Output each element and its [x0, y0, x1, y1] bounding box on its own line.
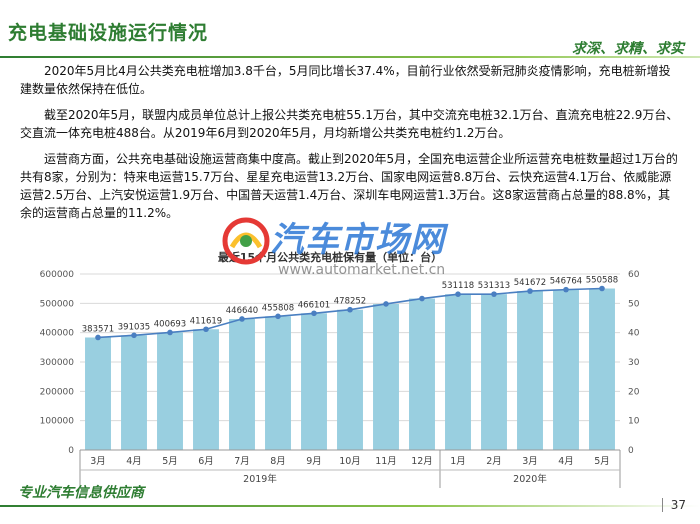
y-tick-label: 600000 [40, 270, 75, 280]
bar [265, 316, 291, 450]
x-tick-label: 3月 [522, 456, 538, 467]
paragraph-1: 2020年5月比4月公共类充电桩增加3.8千台，5月同比增长37.4%，目前行业… [20, 64, 671, 96]
bar [157, 332, 183, 450]
line-point [455, 291, 461, 298]
header-divider [0, 56, 700, 58]
footer-tagline: 专业汽车信息供应商 [18, 485, 144, 501]
x-tick-label: 4月 [558, 456, 574, 467]
data-label: 391035 [118, 322, 150, 332]
bar [553, 289, 579, 450]
bar [373, 303, 399, 450]
bar [301, 313, 327, 450]
chart-title: 最近15个月公共类充电桩保有量（单位：台） [217, 251, 443, 264]
line-point [347, 306, 353, 313]
x-tick-label: 3月 [90, 456, 106, 467]
bar [337, 309, 363, 450]
y2-tick-label: 40 [628, 329, 640, 339]
bar [193, 329, 219, 450]
line-point [383, 301, 389, 307]
bar [121, 335, 147, 450]
x-tick-label: 9月 [306, 456, 322, 467]
line-point [599, 285, 605, 292]
line-point [527, 288, 533, 294]
y2-tick-label: 60 [628, 270, 640, 280]
line-point [491, 291, 497, 297]
y2-tick-label: 30 [628, 358, 640, 368]
x-group-label: 2020年 [513, 473, 547, 485]
y2-tick-label: 10 [628, 417, 640, 427]
data-label: 383571 [82, 324, 114, 334]
line-point [239, 316, 245, 322]
watermark-text: 汽车市场网 [270, 220, 445, 260]
line-point [563, 286, 569, 293]
data-label: 531118 [442, 281, 474, 291]
bar [85, 337, 111, 450]
line-point [167, 329, 173, 336]
bar [445, 294, 471, 450]
x-tick-label: 2月 [486, 456, 502, 467]
bar [229, 318, 255, 450]
x-tick-label: 1月 [450, 456, 466, 467]
data-label: 546764 [550, 277, 582, 287]
motto-slogan: 求深、求精、求实 [572, 41, 684, 57]
body-text: 2020年5月比4月公共类充电桩增加3.8千台，5月同比增长37.4%，目前行业… [20, 62, 682, 230]
watermark-logo-icon [222, 217, 270, 265]
data-label: 446640 [226, 306, 258, 316]
charging-pile-chart: 0 100000 200000 300000 400000 500000 600000 0 10… [40, 270, 640, 488]
paragraph-2: 截至2020年5月，联盟内成员单位总计上报公共类充电桩55.1万台，其中交流充电… [20, 108, 679, 140]
x-tick-label: 10月 [339, 456, 361, 467]
data-label: 466101 [298, 300, 330, 310]
line-point [419, 295, 425, 302]
line-point [95, 334, 101, 341]
footer-divider [0, 505, 700, 507]
data-label: 541672 [514, 278, 546, 288]
bar [589, 288, 615, 450]
line-point [311, 310, 317, 317]
data-label: 411619 [190, 316, 222, 326]
x-tick-label: 11月 [375, 456, 397, 467]
line-point [131, 332, 137, 339]
data-label: 550588 [586, 275, 618, 285]
y-tick-label: 200000 [40, 387, 75, 397]
paragraph-3: 运营商方面，公共充电基础设施运营商集中度高。截止到2020年5月，全国充电运营企… [20, 152, 678, 220]
y-tick-label: 300000 [40, 358, 75, 368]
x-tick-label: 6月 [198, 456, 214, 467]
x-tick-label: 8月 [270, 456, 286, 467]
y-tick-label: 100000 [40, 417, 75, 427]
data-label: 400693 [154, 319, 186, 329]
line-point [275, 313, 281, 320]
bar [481, 294, 507, 450]
x-tick-label: 5月 [162, 456, 178, 467]
y2-tick-label: 20 [628, 387, 640, 397]
y2-tick-label: 0 [628, 446, 634, 456]
data-label: 478252 [334, 297, 366, 307]
x-tick-label: 4月 [126, 456, 142, 467]
y2-tick-label: 50 [628, 299, 640, 309]
data-label: 455808 [262, 303, 294, 313]
y-tick-label: 500000 [40, 299, 75, 309]
y-tick-label: 0 [68, 446, 74, 456]
x-tick-label: 5月 [594, 456, 610, 467]
page-number: 37 [661, 498, 686, 512]
x-tick-label: 12月 [411, 456, 433, 467]
bar [517, 291, 543, 450]
watermark-url: www.automarket.net.cn [278, 262, 446, 278]
bar [409, 298, 435, 450]
y-tick-label: 400000 [40, 329, 75, 339]
line-point [203, 326, 209, 333]
data-label: 531313 [478, 281, 510, 291]
x-tick-label: 7月 [234, 456, 250, 467]
x-group-label: 2019年 [243, 473, 277, 485]
page-title: 充电基础设施运行情况 [8, 22, 209, 44]
